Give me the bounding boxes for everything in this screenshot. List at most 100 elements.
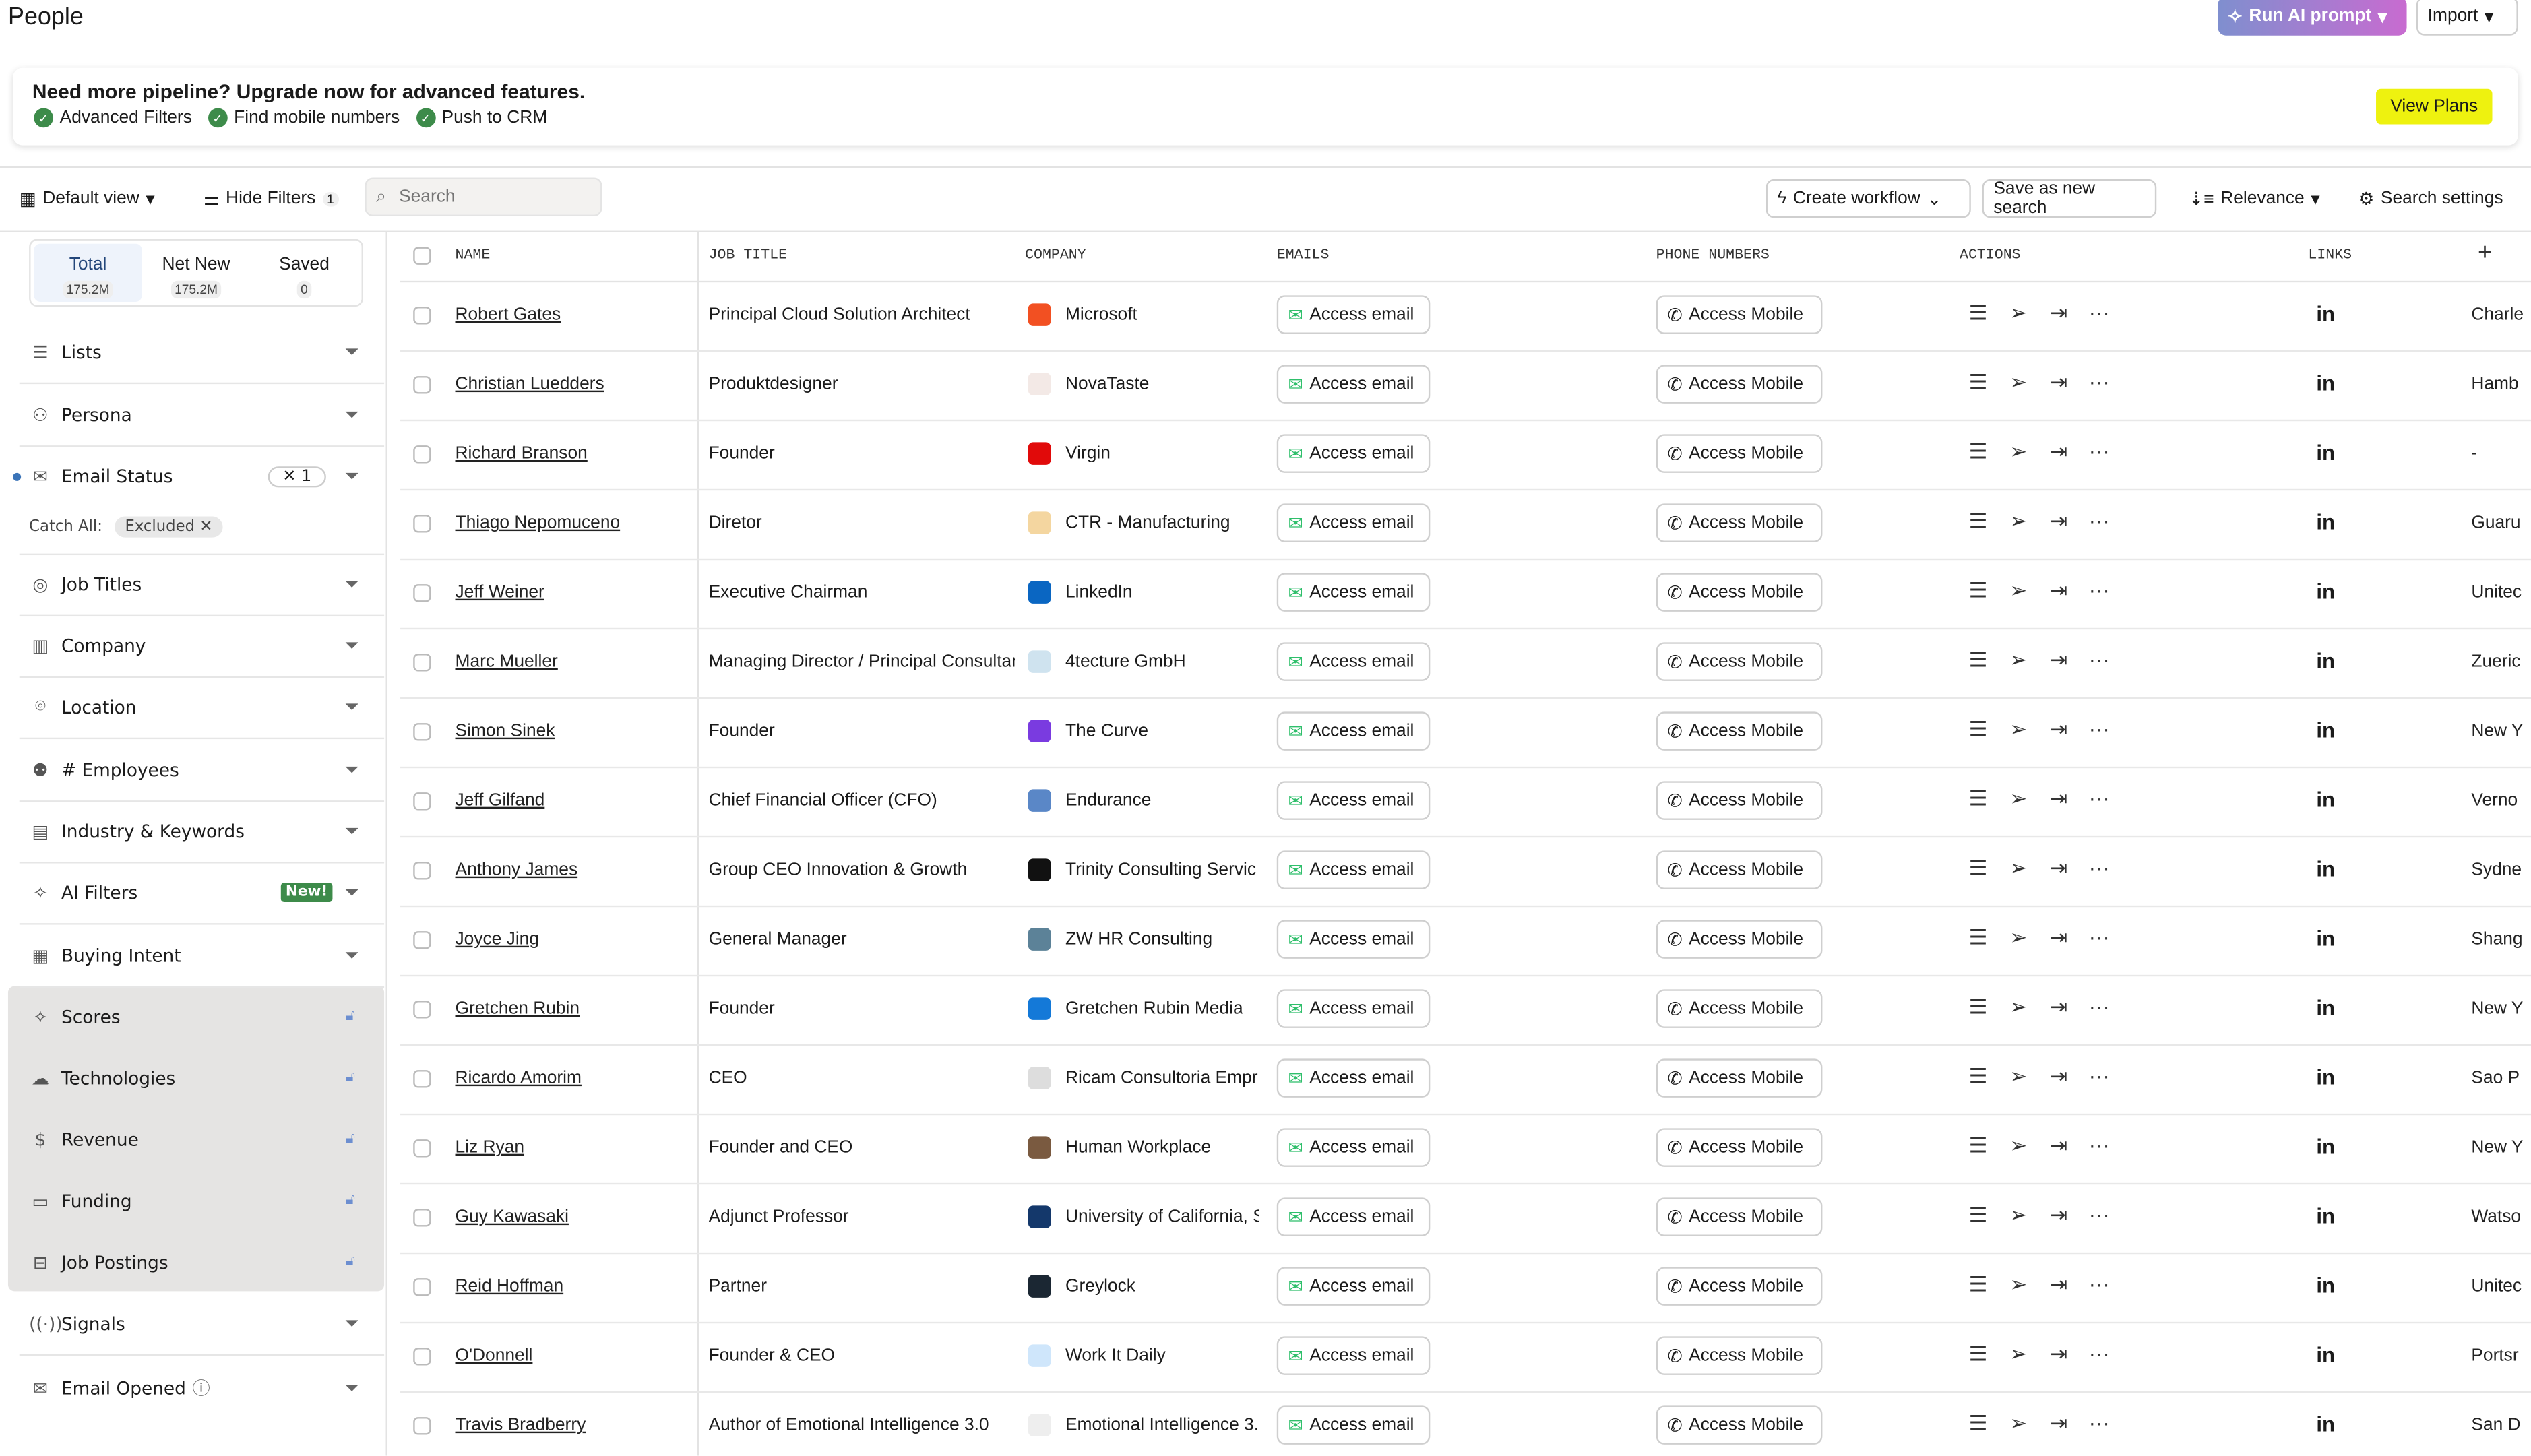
add-column-icon[interactable]: + (2477, 239, 2492, 267)
export-icon[interactable]: ⇥ (2050, 855, 2068, 880)
company-name[interactable]: Human Workplace (1065, 1137, 1212, 1158)
company-name[interactable]: ZW HR Consulting (1065, 929, 1213, 949)
company-name[interactable]: Gretchen Rubin Media (1065, 999, 1243, 1019)
more-icon[interactable]: ··· (2088, 1202, 2110, 1227)
row-checkbox[interactable] (413, 1001, 431, 1019)
add-to-list-icon[interactable]: ☰ (1968, 924, 1988, 949)
company-name[interactable]: Virgin (1065, 443, 1111, 464)
row-checkbox[interactable] (413, 723, 431, 741)
export-icon[interactable]: ⇥ (2050, 300, 2068, 325)
sidebar-filter-revenue[interactable]: $ Revenue 🔓︎ (20, 1128, 384, 1151)
access-email-button[interactable]: ✉ Access email (1276, 434, 1431, 473)
linkedin-icon[interactable]: in (2316, 1203, 2336, 1228)
tab-net-new[interactable]: Net New 175.2M (142, 244, 250, 302)
create-workflow-button[interactable]: ϟ Create workflow ⌄ (1766, 179, 1971, 218)
person-name-link[interactable]: Richard Branson (455, 443, 588, 464)
person-name-link[interactable]: Robert Gates (455, 305, 561, 325)
company-name[interactable]: Ricam Consultoria Empr (1065, 1068, 1258, 1088)
more-icon[interactable]: ··· (2088, 1341, 2110, 1366)
clear-filter-pill[interactable]: ✕ 1 (268, 466, 326, 487)
access-email-button[interactable]: ✉ Access email (1276, 503, 1431, 542)
more-icon[interactable]: ··· (2088, 1133, 2110, 1158)
person-name-link[interactable]: Joyce Jing (455, 929, 540, 949)
company-name[interactable]: Trinity Consulting Servic (1065, 860, 1257, 880)
send-icon[interactable]: ➢ (2009, 716, 2028, 741)
row-checkbox[interactable] (413, 1070, 431, 1088)
access-mobile-button[interactable]: ✆ Access Mobile (1656, 850, 1823, 889)
linkedin-icon[interactable]: in (2316, 579, 2336, 604)
export-icon[interactable]: ⇥ (2050, 786, 2068, 811)
sidebar-filter-job-titles[interactable]: ◎ Job Titles (20, 573, 384, 596)
linkedin-icon[interactable]: in (2316, 648, 2336, 673)
more-icon[interactable]: ··· (2088, 924, 2110, 949)
person-name-link[interactable]: Jeff Weiner (455, 582, 544, 602)
more-icon[interactable]: ··· (2088, 300, 2110, 325)
select-all-checkbox[interactable] (413, 247, 431, 265)
person-name-link[interactable]: Ricardo Amorim (455, 1068, 582, 1088)
company-name[interactable]: University of California, S (1065, 1207, 1259, 1227)
export-icon[interactable]: ⇥ (2050, 1341, 2068, 1366)
row-checkbox[interactable] (413, 862, 431, 880)
access-mobile-button[interactable]: ✆ Access Mobile (1656, 642, 1823, 681)
linkedin-icon[interactable]: in (2316, 926, 2336, 951)
add-to-list-icon[interactable]: ☰ (1968, 1063, 1988, 1088)
access-mobile-button[interactable]: ✆ Access Mobile (1656, 573, 1823, 612)
sidebar-filter-buying-intent[interactable]: ▦ Buying Intent (20, 944, 384, 967)
export-icon[interactable]: ⇥ (2050, 508, 2068, 533)
access-email-button[interactable]: ✉ Access email (1276, 850, 1431, 889)
access-mobile-button[interactable]: ✆ Access Mobile (1656, 1336, 1823, 1375)
add-to-list-icon[interactable]: ☰ (1968, 994, 1988, 1019)
row-checkbox[interactable] (413, 307, 431, 325)
send-icon[interactable]: ➢ (2009, 300, 2028, 325)
send-icon[interactable]: ➢ (2009, 786, 2028, 811)
linkedin-icon[interactable]: in (2316, 718, 2336, 742)
access-mobile-button[interactable]: ✆ Access Mobile (1656, 781, 1823, 820)
export-icon[interactable]: ⇥ (2050, 1133, 2068, 1158)
company-name[interactable]: The Curve (1065, 721, 1148, 741)
person-name-link[interactable]: Marc Mueller (455, 652, 558, 672)
add-to-list-icon[interactable]: ☰ (1968, 508, 1988, 533)
linkedin-icon[interactable]: in (2316, 1342, 2336, 1367)
access-email-button[interactable]: ✉ Access email (1276, 989, 1431, 1028)
add-to-list-icon[interactable]: ☰ (1968, 855, 1988, 880)
person-name-link[interactable]: Liz Ryan (455, 1137, 525, 1158)
access-email-button[interactable]: ✉ Access email (1276, 365, 1431, 404)
access-email-button[interactable]: ✉ Access email (1276, 295, 1431, 334)
access-mobile-button[interactable]: ✆ Access Mobile (1656, 1405, 1823, 1445)
add-to-list-icon[interactable]: ☰ (1968, 1202, 1988, 1227)
import-button[interactable]: Import ▾ (2416, 0, 2518, 36)
more-icon[interactable]: ··· (2088, 994, 2110, 1019)
person-name-link[interactable]: Jeff Gilfand (455, 790, 545, 811)
linkedin-icon[interactable]: in (2316, 371, 2336, 395)
more-icon[interactable]: ··· (2088, 508, 2110, 533)
add-to-list-icon[interactable]: ☰ (1968, 647, 1988, 672)
add-to-list-icon[interactable]: ☰ (1968, 1410, 1988, 1435)
person-name-link[interactable]: Thiago Nepomuceno (455, 513, 621, 533)
export-icon[interactable]: ⇥ (2050, 439, 2068, 464)
person-name-link[interactable]: Anthony James (455, 860, 578, 880)
access-mobile-button[interactable]: ✆ Access Mobile (1656, 1267, 1823, 1306)
access-email-button[interactable]: ✉ Access email (1276, 1405, 1431, 1445)
more-icon[interactable]: ··· (2088, 577, 2110, 602)
company-name[interactable]: Microsoft (1065, 305, 1137, 325)
access-email-button[interactable]: ✉ Access email (1276, 920, 1431, 959)
default-view-dropdown[interactable]: ▦ Default view ▾ (20, 183, 155, 215)
sidebar-filter-email-status[interactable]: ✉ Email Status ✕ 1 (13, 465, 384, 488)
row-checkbox[interactable] (413, 584, 431, 602)
more-icon[interactable]: ··· (2088, 1410, 2110, 1435)
company-name[interactable]: LinkedIn (1065, 582, 1133, 602)
more-icon[interactable]: ··· (2088, 716, 2110, 741)
access-mobile-button[interactable]: ✆ Access Mobile (1656, 989, 1823, 1028)
more-icon[interactable]: ··· (2088, 1063, 2110, 1088)
sidebar-filter-technologies[interactable]: ☁ Technologies 🔓︎ (20, 1067, 384, 1089)
access-email-button[interactable]: ✉ Access email (1276, 781, 1431, 820)
company-name[interactable]: Greylock (1065, 1276, 1135, 1296)
send-icon[interactable]: ➢ (2009, 1063, 2028, 1088)
send-icon[interactable]: ➢ (2009, 924, 2028, 949)
add-to-list-icon[interactable]: ☰ (1968, 716, 1988, 741)
view-plans-button[interactable]: View Plans (2376, 88, 2493, 125)
more-icon[interactable]: ··· (2088, 1271, 2110, 1296)
access-email-button[interactable]: ✉ Access email (1276, 1267, 1431, 1306)
add-to-list-icon[interactable]: ☰ (1968, 1271, 1988, 1296)
linkedin-icon[interactable]: in (2316, 856, 2336, 881)
